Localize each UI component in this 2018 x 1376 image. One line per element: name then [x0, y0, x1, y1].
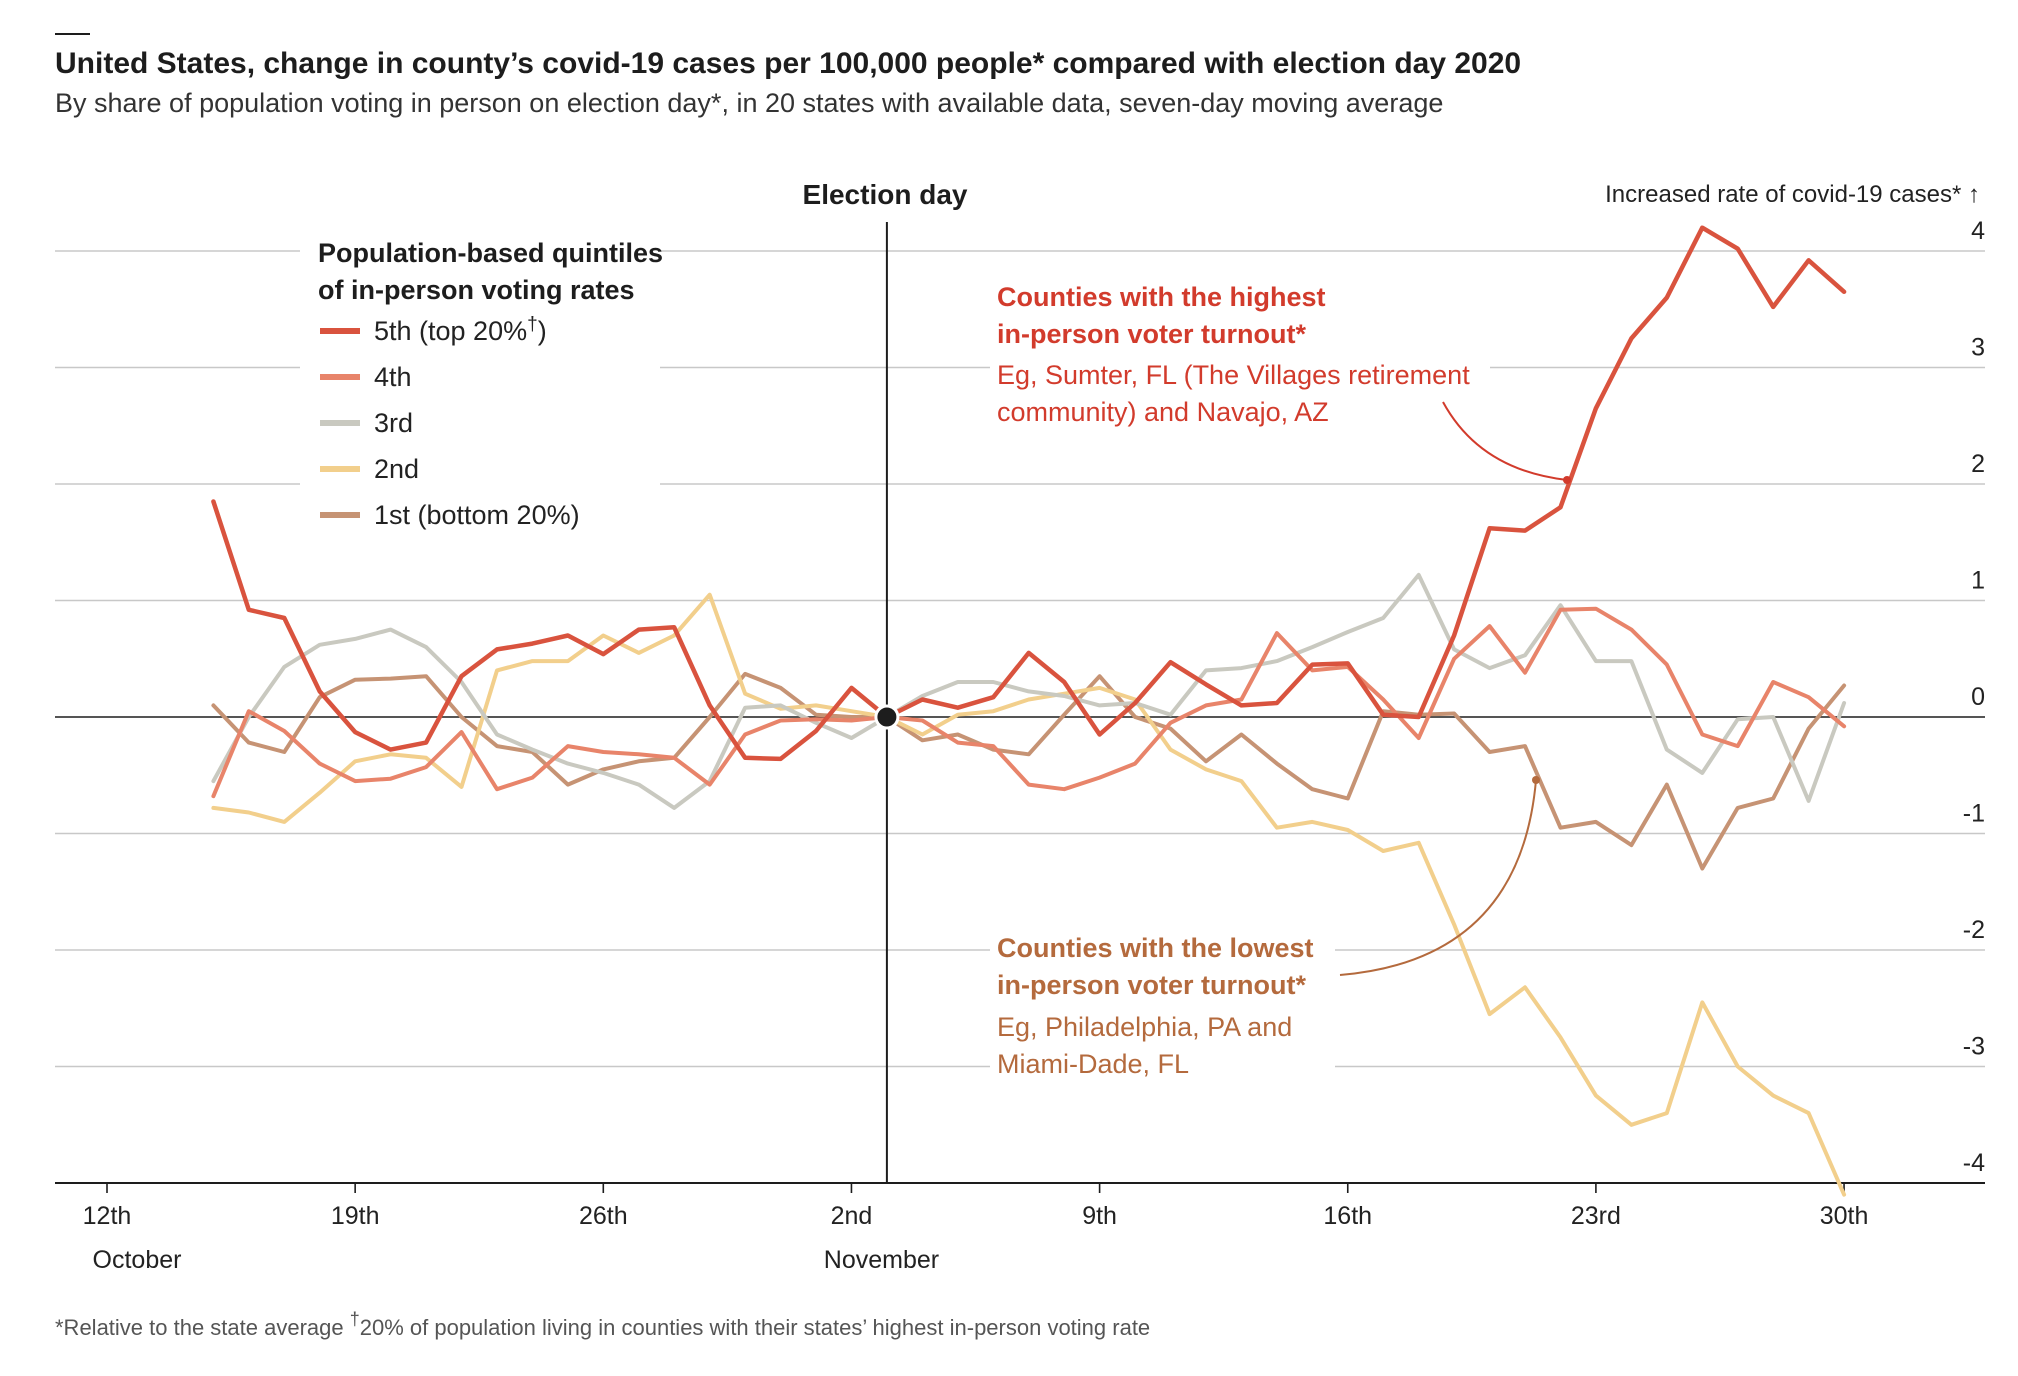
- y-tick-label: 2: [1971, 450, 1985, 478]
- series-line: [211, 572, 1847, 810]
- chart-title: United States, change in county’s covid-…: [55, 47, 1521, 80]
- series-line: [211, 671, 1847, 871]
- legend-label: 1st (bottom 20%): [374, 500, 580, 530]
- annotation-highest-line2: community) and Navajo, AZ: [997, 397, 1329, 427]
- footnote: *Relative to the state average †20% of p…: [55, 1309, 1150, 1340]
- series-line: [211, 225, 1847, 762]
- footnote-part2: 20% of population living in counties wit…: [360, 1315, 1150, 1340]
- annotation-highest-background: [990, 270, 1490, 430]
- x-tick-label: 23rd: [1571, 1202, 1621, 1230]
- x-tick-label: 19th: [331, 1202, 380, 1230]
- axes: 4 3 2 1 0 -1 -2 -3 -4 12th October 19th 26th 2nd Novem…: [55, 217, 1985, 1274]
- series-line: [211, 592, 1847, 1197]
- footnote-part1: *Relative to the state average: [55, 1315, 350, 1340]
- annotation-lowest-line2: Miami-Dade, FL: [997, 1049, 1189, 1079]
- x-tick-label: 9th: [1082, 1202, 1117, 1230]
- y-tick-label: 3: [1971, 334, 1985, 362]
- legend-background: [300, 228, 660, 543]
- y-tick-label: -1: [1963, 800, 1985, 828]
- chart-subtitle: By share of population voting in person …: [55, 88, 1443, 118]
- annotation-highest: Counties with the highest in-person vote…: [990, 270, 1571, 484]
- y-tick-label: 4: [1971, 217, 1985, 245]
- legend-label: 5th (top 20%†): [374, 314, 547, 346]
- election-day-label: Election day: [803, 179, 968, 210]
- annotation-highest-line1: Eg, Sumter, FL (The Villages retirement: [997, 360, 1470, 390]
- footnote-dagger: †: [350, 1309, 360, 1329]
- legend: Population-based quintiles of in-person …: [300, 228, 663, 543]
- x-tick-label: 12th: [83, 1202, 132, 1230]
- annotation-highest-dot: [1563, 476, 1571, 484]
- series-line: [211, 606, 1847, 799]
- x-month-label: November: [824, 1246, 939, 1274]
- annotation-lowest-line1: Eg, Philadelphia, PA and: [997, 1012, 1292, 1042]
- y-tick-label: -2: [1963, 916, 1985, 944]
- legend-label: 3rd: [374, 408, 413, 438]
- annotation-highest-bold-line2: in-person voter turnout*: [997, 319, 1306, 349]
- annotation-lowest-bold-line2: in-person voter turnout*: [997, 970, 1306, 1000]
- annotation-lowest-leader: [1339, 779, 1537, 976]
- legend-label: 2nd: [374, 454, 419, 484]
- legend-label: 4th: [374, 362, 412, 392]
- election-day-marker: [874, 704, 900, 730]
- annotation-lowest-dot: [1532, 776, 1540, 784]
- annotation-lowest: Counties with the lowest in-person voter…: [990, 776, 1540, 1087]
- x-tick-label: 16th: [1323, 1202, 1372, 1230]
- x-tick-label: 26th: [579, 1202, 628, 1230]
- annotation-lowest-bold-line1: Counties with the lowest: [997, 933, 1314, 963]
- x-tick-label: 30th: [1820, 1202, 1869, 1230]
- legend-title-line2: of in-person voting rates: [318, 275, 635, 305]
- y-tick-label: -3: [1963, 1033, 1985, 1061]
- y-tick-label: 0: [1971, 683, 1985, 711]
- y-tick-label: -4: [1963, 1149, 1985, 1177]
- annotation-highest-bold-line1: Counties with the highest: [997, 282, 1326, 312]
- y-tick-label: 1: [1971, 567, 1985, 595]
- x-tick-label: 2nd: [831, 1202, 873, 1230]
- y-axis-caption: Increased rate of covid-19 cases* ↑: [1605, 181, 1980, 208]
- series-lines: [211, 225, 1847, 1197]
- annotation-highest-leader: [1442, 401, 1568, 481]
- annotation-lowest-background: [990, 922, 1335, 1087]
- legend-title-line1: Population-based quintiles: [318, 238, 663, 268]
- x-month-label: October: [93, 1246, 182, 1274]
